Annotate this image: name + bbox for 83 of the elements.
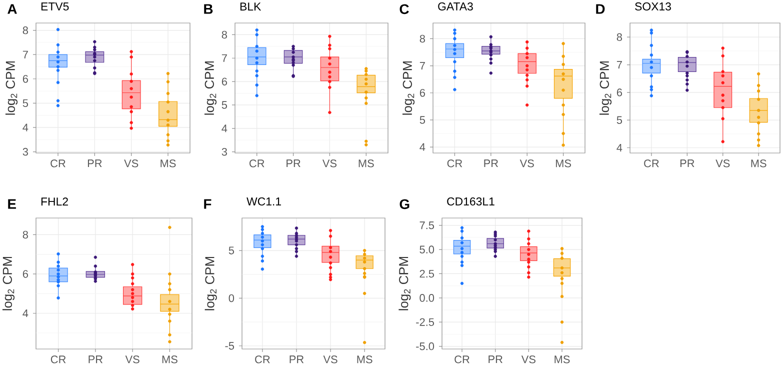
y-tick-label: 7 [420, 62, 425, 70]
x-tick-label: MS [357, 356, 372, 364]
y-tick-label: 8 [22, 230, 28, 239]
y-tick-label: 6 [616, 88, 622, 96]
y-tick-label: 7 [616, 61, 622, 69]
chart-title: GATA3 [438, 2, 473, 10]
y-tick-label: 7.5 [420, 222, 434, 230]
y-tick-label: 5 [228, 246, 234, 254]
chart-title: BLK [240, 2, 262, 11]
x-tick-label: CR [250, 160, 264, 168]
x-tick-label: MS [751, 160, 766, 168]
y-tick-label: 8 [420, 34, 425, 43]
x-tick-label: CR [447, 160, 462, 168]
x-tick-label: VS [125, 356, 140, 364]
y-tick-label: -2.5 [416, 318, 434, 326]
x-tick-label: MS [160, 160, 176, 168]
y-tick-label: 4 [616, 144, 622, 152]
y-tick-label: 8 [222, 30, 227, 39]
y-tick-label: 0.0 [420, 294, 434, 302]
y-axis-title: log$_{2}$ CPM [204, 256, 217, 310]
chart-title: CD163L1 [447, 197, 494, 206]
y-tick-label: 6 [22, 75, 28, 83]
x-tick-label: PR [290, 356, 304, 364]
y-axis-title: log$_{2}$ CPM [402, 61, 415, 115]
y-axis-title: log$_{2}$ CPM [398, 256, 411, 310]
y-tick-label: 4 [222, 124, 228, 132]
x-tick-label: MS [554, 356, 570, 364]
x-tick-label: CR [50, 356, 66, 364]
x-tick-label: CR [50, 160, 66, 168]
y-tick-label: 3 [22, 148, 28, 156]
y-axis-title: log$_{2}$ CPM [599, 61, 612, 115]
y-tick-label: -5.0 [416, 342, 434, 350]
y-tick-label: 3 [222, 148, 227, 156]
x-tick-label: CR [454, 356, 470, 364]
text: F [204, 199, 212, 209]
y-axis-title: log$_{2}$ CPM [2, 256, 15, 310]
text: E [8, 199, 16, 209]
y-tick-label: 6 [22, 270, 28, 278]
x-tick-label: VS [716, 160, 730, 168]
x-tick-label: VS [322, 160, 337, 168]
x-tick-label: VS [124, 160, 138, 168]
chart-title: WC1.1 [246, 197, 281, 206]
y-tick-label: 8 [22, 26, 28, 34]
y-tick-label: 5.0 [420, 246, 434, 254]
y-tick-label: 5 [616, 116, 622, 124]
y-tick-label: 5 [222, 101, 228, 109]
text: B [204, 4, 213, 14]
y-tick-label: 8 [616, 33, 622, 41]
x-tick-label: PR [488, 356, 502, 364]
x-tick-label: MS [358, 160, 374, 168]
x-tick-label: PR [286, 160, 300, 168]
x-tick-label: CR [644, 160, 659, 168]
y-tick-label: 4 [420, 143, 426, 151]
y-tick-label: 5 [22, 99, 28, 108]
y-tick-label: -5 [225, 342, 234, 350]
chart-title: SOX13 [635, 2, 671, 10]
x-tick-label: VS [520, 160, 534, 168]
chart-title: FHL2 [41, 198, 68, 206]
x-tick-label: MS [162, 356, 178, 364]
text: G [400, 199, 410, 210]
y-tick-label: 2.5 [420, 270, 434, 278]
text: D [596, 4, 605, 14]
y-tick-label: 7 [22, 50, 28, 58]
y-tick-label: 4 [22, 124, 28, 132]
text: A [8, 4, 17, 14]
x-tick-label: MS [556, 160, 571, 168]
chart-title: ETV5 [41, 2, 69, 10]
x-tick-label: PR [88, 160, 102, 168]
y-tick-label: 7 [222, 54, 227, 62]
y-axis-title: log$_{2}$ CPM [204, 61, 217, 115]
y-tick-label: 6 [222, 78, 227, 86]
x-tick-label: PR [484, 160, 498, 168]
y-tick-label: 6 [420, 89, 425, 97]
y-tick-label: 4 [22, 310, 28, 318]
y-tick-label: 5 [420, 116, 426, 124]
y-tick-label: 0 [228, 294, 234, 302]
x-tick-label: VS [323, 356, 338, 364]
x-tick-label: PR [680, 160, 694, 168]
text: C [400, 4, 409, 14]
x-tick-label: VS [521, 356, 536, 364]
y-axis-title: log$_{2}$ CPM [5, 61, 18, 115]
x-tick-label: CR [255, 356, 270, 364]
x-tick-label: PR [88, 356, 103, 364]
